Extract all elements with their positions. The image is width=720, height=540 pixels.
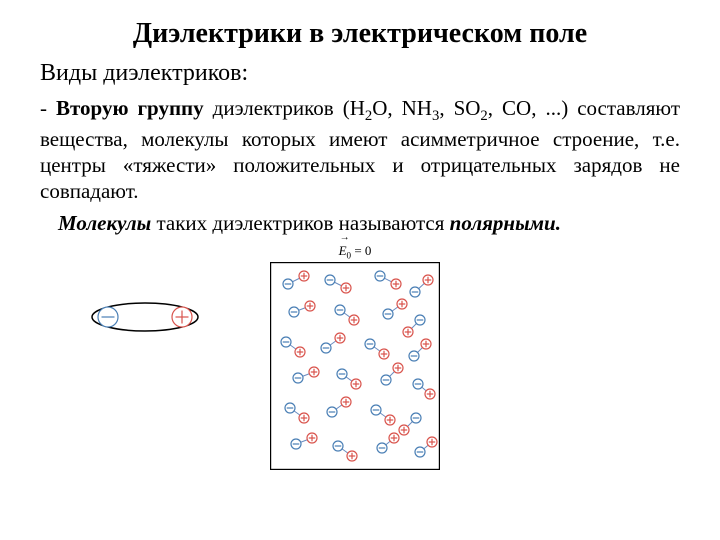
para2-mid: таких диэлектриков называются bbox=[151, 211, 449, 235]
para2-bold2: полярными. bbox=[450, 211, 561, 235]
para1-bold: Вторую группу bbox=[56, 96, 204, 120]
container-figure: E0 = 0 bbox=[270, 243, 440, 476]
figures-row: E0 = 0 bbox=[40, 243, 680, 476]
para2-bold1: Молекулы bbox=[58, 211, 151, 235]
page-title: Диэлектрики в электрическом поле bbox=[40, 18, 680, 50]
e0-label: E0 = 0 bbox=[270, 243, 440, 261]
paragraph-2: Молекулы таких диэлектриков называются п… bbox=[40, 210, 680, 236]
container-svg bbox=[270, 262, 440, 470]
single-dipole-figure bbox=[90, 301, 200, 338]
single-dipole-svg bbox=[90, 301, 200, 333]
paragraph-1: - Вторую группу диэлектриков (H2O, NH3, … bbox=[40, 95, 680, 204]
para1-prefix: - bbox=[40, 96, 56, 120]
subtitle: Виды диэлектриков: bbox=[40, 60, 680, 87]
